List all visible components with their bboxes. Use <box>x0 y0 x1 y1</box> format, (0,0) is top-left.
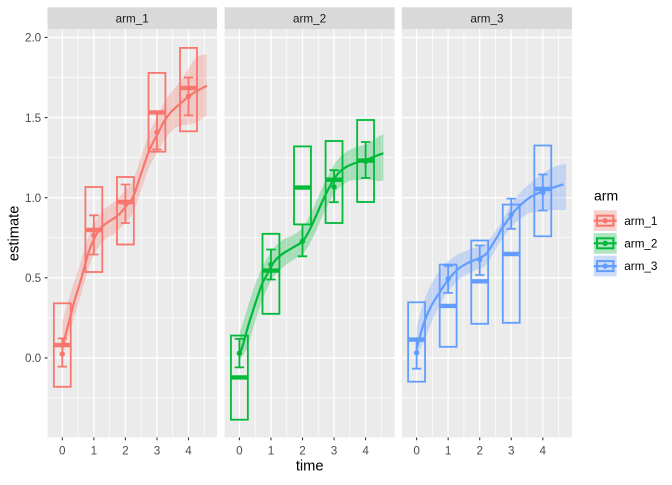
svg-text:arm_3: arm_3 <box>470 13 503 26</box>
svg-text:2.0: 2.0 <box>25 32 42 45</box>
svg-text:arm_3: arm_3 <box>624 260 657 273</box>
svg-text:1.5: 1.5 <box>25 112 42 125</box>
svg-text:2: 2 <box>122 444 129 457</box>
svg-text:0: 0 <box>59 444 66 457</box>
svg-text:arm_1: arm_1 <box>624 215 657 228</box>
svg-text:arm: arm <box>594 188 618 204</box>
svg-text:0: 0 <box>413 444 420 457</box>
svg-text:1.0: 1.0 <box>25 192 42 205</box>
svg-text:time: time <box>296 458 324 474</box>
svg-text:0.0: 0.0 <box>25 352 42 365</box>
svg-text:2: 2 <box>476 444 483 457</box>
svg-text:4: 4 <box>362 444 369 457</box>
svg-text:0.5: 0.5 <box>25 272 42 285</box>
svg-text:arm_2: arm_2 <box>293 13 326 26</box>
svg-text:1: 1 <box>91 444 98 457</box>
svg-text:estimate: estimate <box>6 206 22 262</box>
svg-text:1: 1 <box>268 444 275 457</box>
svg-text:2: 2 <box>299 444 306 457</box>
svg-text:arm_2: arm_2 <box>624 238 657 251</box>
svg-text:4: 4 <box>540 444 547 457</box>
svg-text:4: 4 <box>185 444 192 457</box>
svg-text:3: 3 <box>508 444 515 457</box>
svg-text:0: 0 <box>236 444 243 457</box>
svg-text:3: 3 <box>154 444 161 457</box>
svg-text:3: 3 <box>331 444 338 457</box>
svg-text:arm_1: arm_1 <box>116 13 149 26</box>
svg-text:1: 1 <box>445 444 452 457</box>
